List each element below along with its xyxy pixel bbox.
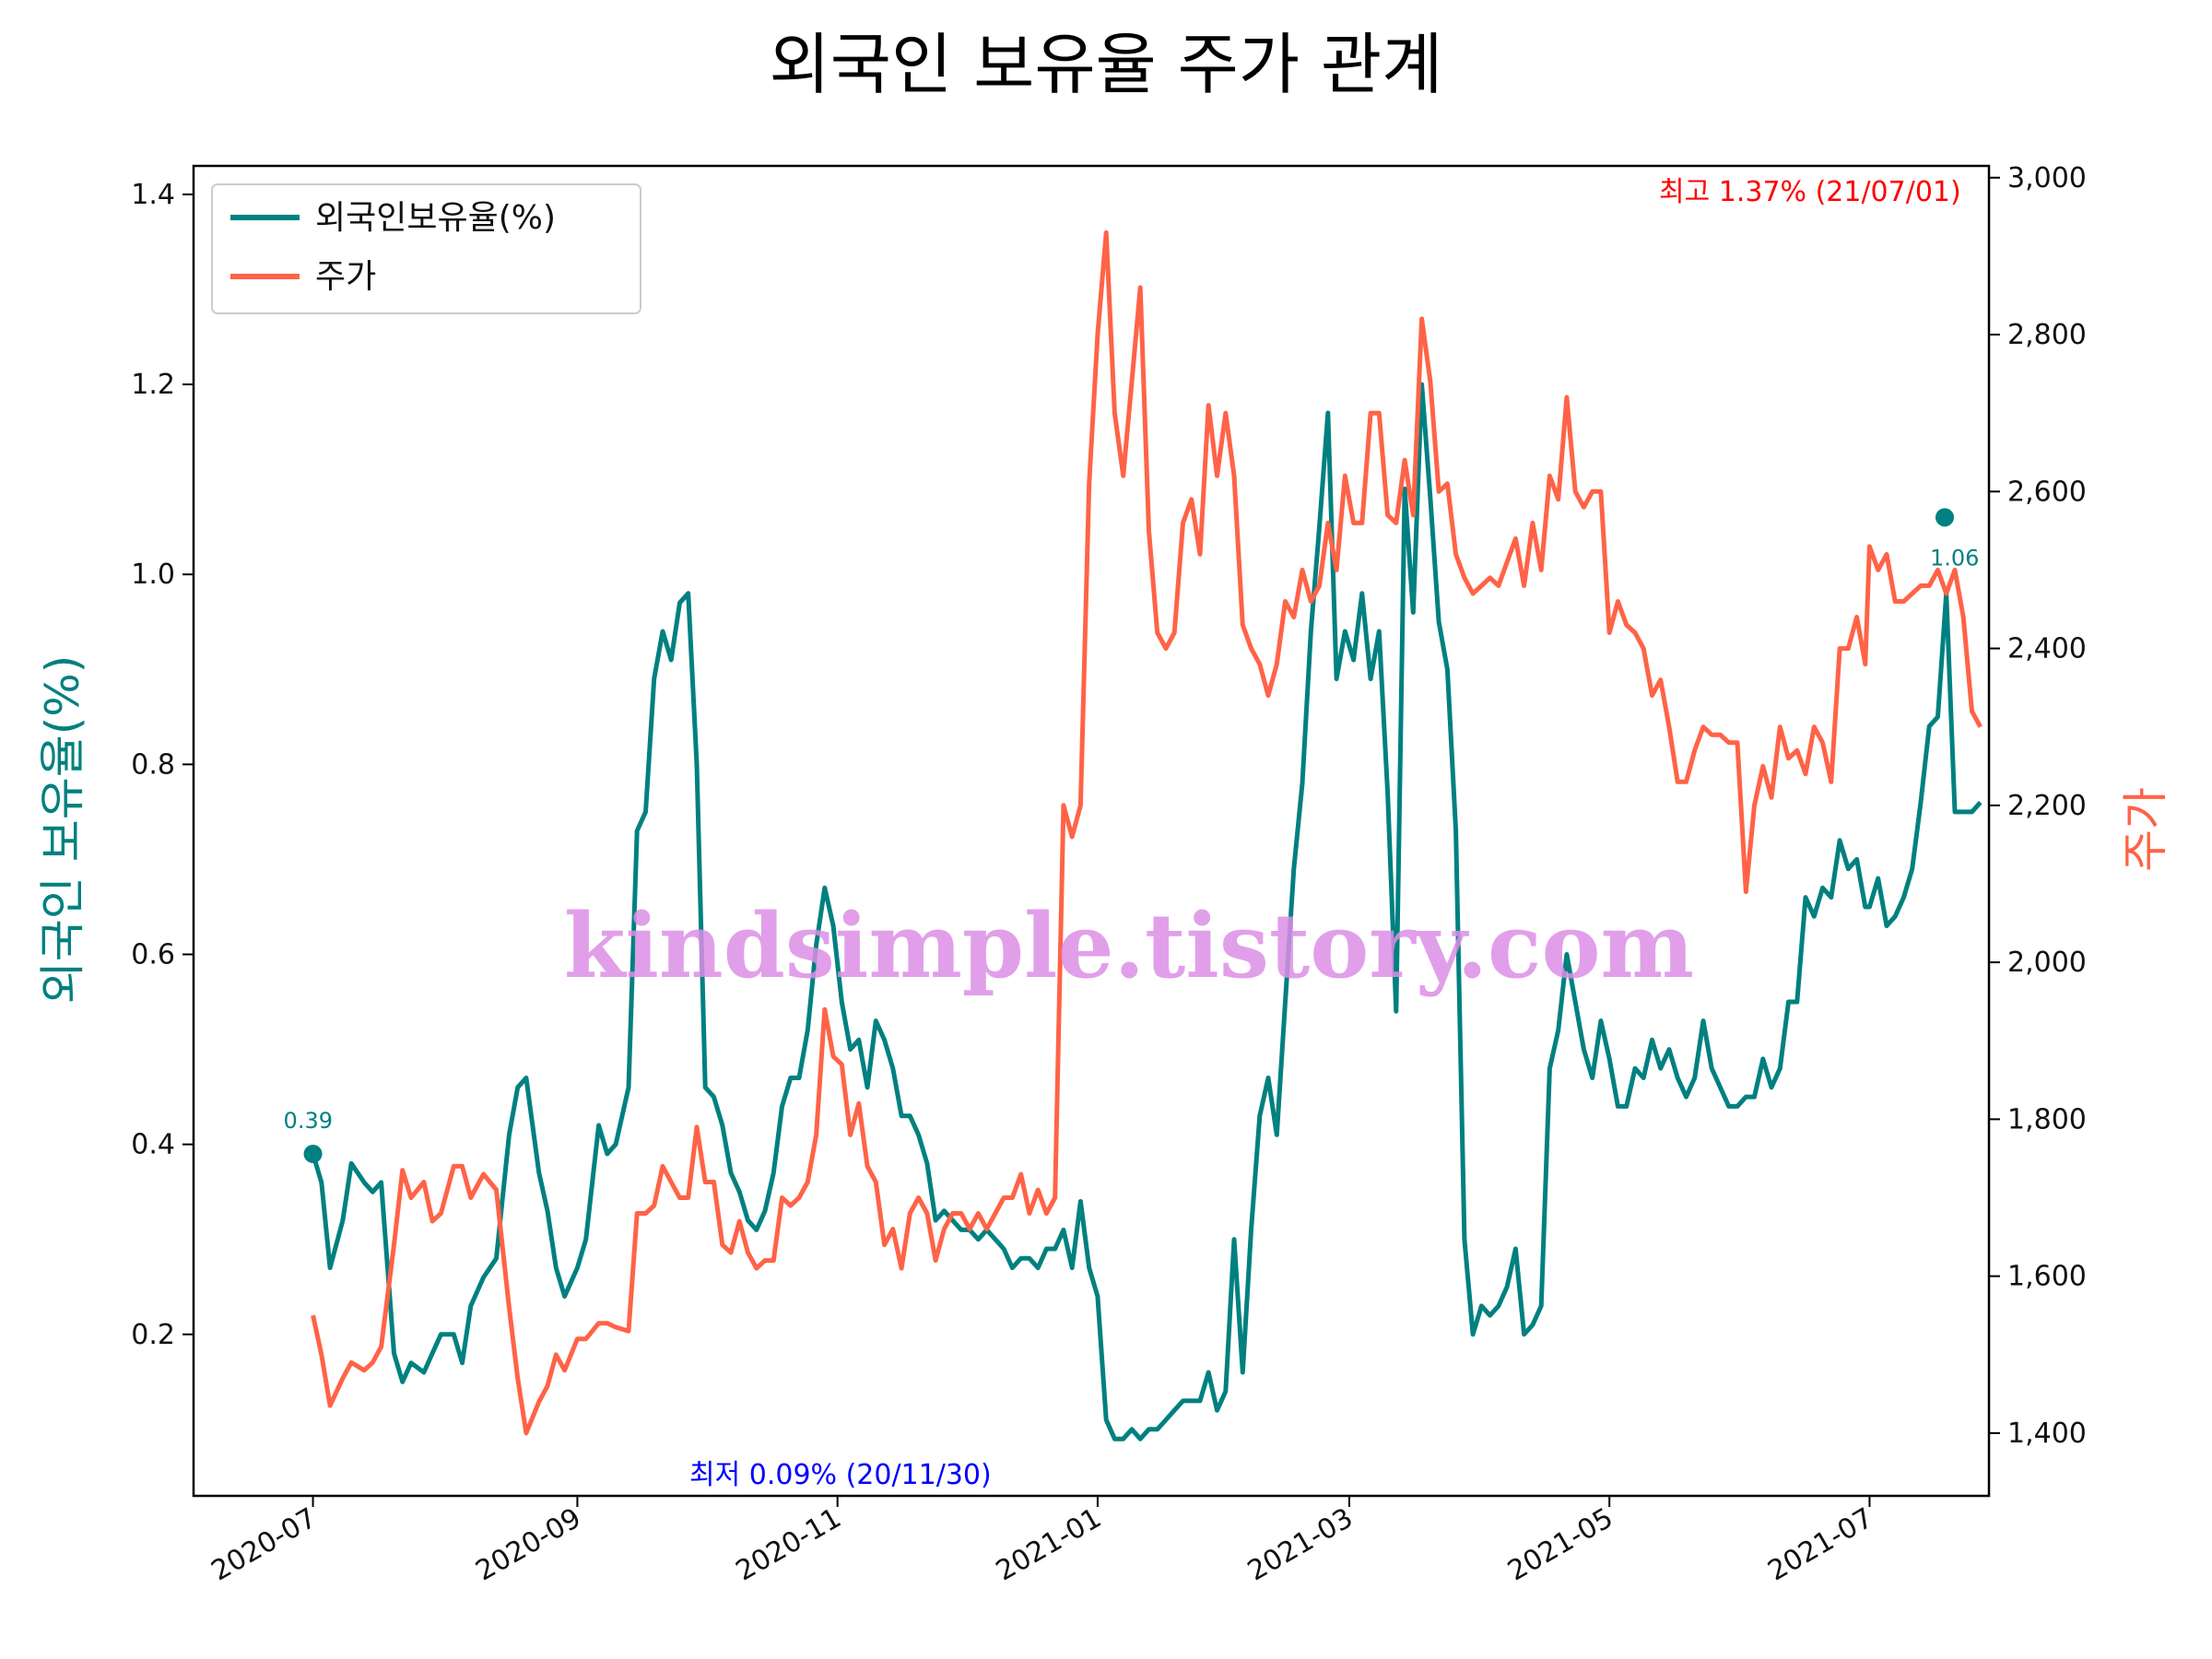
chart-title: 외국인 보유율 주가 관계 <box>769 26 1442 103</box>
max-annotation: 최고 1.37% (21/07/01) <box>1659 176 1961 208</box>
right-tick-label: 2,600 <box>2007 476 2087 508</box>
price-series-line <box>311 229 1983 1436</box>
end-point-marker <box>1936 508 1954 527</box>
right-axis-label: 주가 <box>2119 787 2172 872</box>
left-tick-label: 0.8 <box>131 748 175 781</box>
right-tick-label: 2,400 <box>2007 633 2087 665</box>
plot-frame <box>192 164 1991 1498</box>
end-value-label: 1.06 <box>1930 545 1979 571</box>
x-tick-label: 2020-09 <box>470 1502 586 1588</box>
left-tick-label: 0.6 <box>131 938 175 971</box>
min-annotation: 최저 0.09% (20/11/30) <box>689 1459 992 1491</box>
left-tick-label: 1.2 <box>131 369 175 401</box>
start-value-label: 0.39 <box>284 1108 333 1134</box>
x-tick-label: 2020-07 <box>206 1502 322 1588</box>
legend-box <box>211 183 641 314</box>
x-tick-label: 2021-03 <box>1242 1502 1359 1588</box>
x-tick-label: 2020-11 <box>731 1502 847 1588</box>
ownership-series-line <box>311 382 1983 1441</box>
right-tick-label: 2,800 <box>2007 319 2087 351</box>
right-tick-label: 2,000 <box>2007 947 2087 979</box>
right-tick-label: 1,600 <box>2007 1261 2087 1293</box>
legend-ownership-label: 외국인보유율(%) <box>315 199 556 237</box>
right-tick-label: 3,000 <box>2007 162 2087 194</box>
left-tick-label: 0.2 <box>131 1319 175 1351</box>
x-tick-label: 2021-07 <box>1762 1502 1878 1588</box>
watermark-text: kindsimple.tistory.com <box>564 894 1694 998</box>
right-tick-label: 2,200 <box>2007 790 2087 822</box>
right-tick-label: 1,800 <box>2007 1103 2087 1135</box>
x-tick-label: 2021-05 <box>1502 1502 1618 1588</box>
plot-area: 0.2 0.4 0.6 0.8 1.0 1.2 1.4 1,400 1,600 1,800 2,00… <box>131 162 2087 1588</box>
right-tick-label: 1,400 <box>2007 1418 2087 1450</box>
left-axis-label: 외국인 보유율(%) <box>36 655 89 1004</box>
left-tick-label: 1.0 <box>131 559 175 591</box>
legend: 외국인보유율(%) 주가 <box>211 183 641 314</box>
x-tick-label: 2021-01 <box>991 1502 1107 1588</box>
start-point-marker <box>303 1144 323 1163</box>
legend-price-label: 주가 <box>315 258 376 296</box>
left-tick-label: 1.4 <box>131 179 175 211</box>
left-tick-label: 0.4 <box>131 1129 175 1161</box>
